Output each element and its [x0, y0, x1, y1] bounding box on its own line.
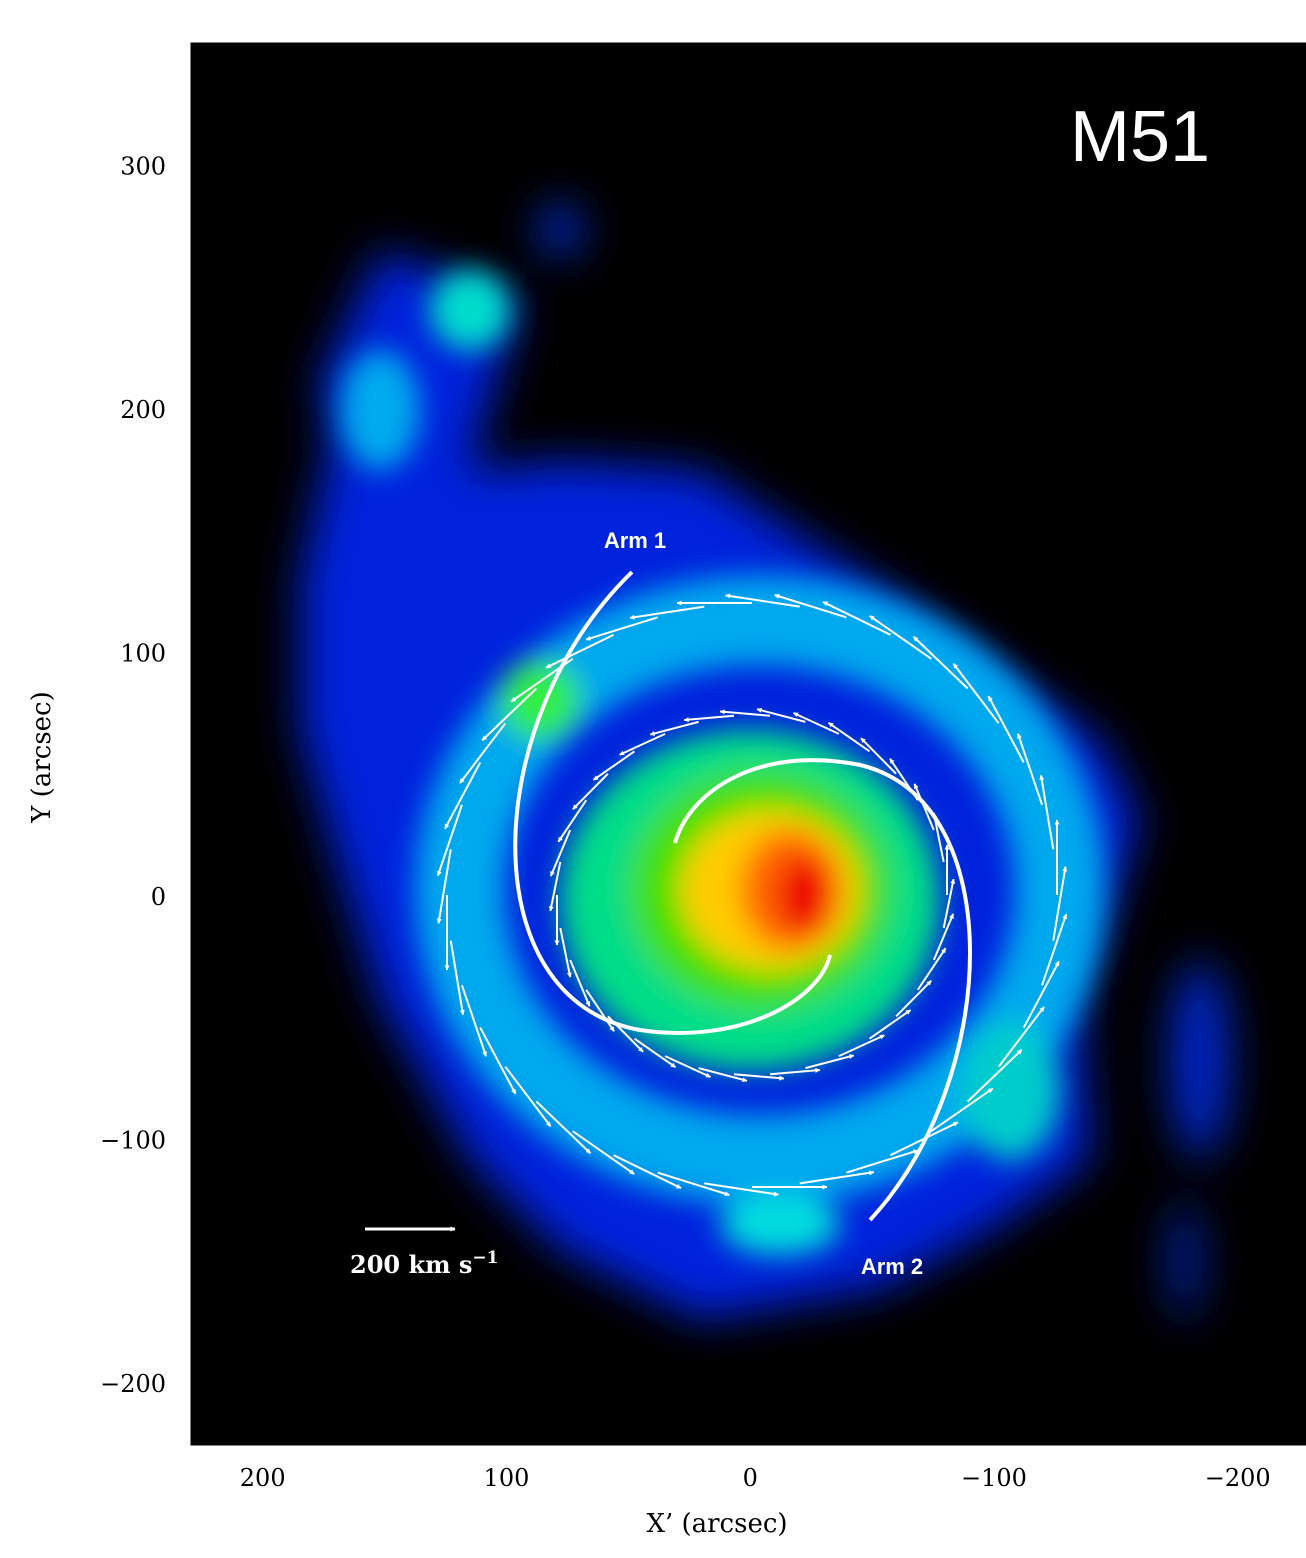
scale-label-sup: −1 — [472, 1248, 498, 1268]
y-tick-label: −200 — [100, 1370, 166, 1398]
x-tick-label: −200 — [1205, 1464, 1271, 1492]
arm-label: Arm 2 — [861, 1254, 923, 1279]
y-tick-label: 300 — [120, 153, 166, 181]
arm-label: Arm 1 — [604, 528, 666, 553]
scale-label-text: 200 km s — [350, 1250, 472, 1279]
x-tick-label: 0 — [743, 1464, 758, 1492]
x-axis-label: X’ (arcsec) — [646, 1509, 787, 1539]
y-tick-label: 100 — [120, 640, 166, 668]
x-tick-label: 100 — [484, 1464, 530, 1492]
y-tick-label: 200 — [120, 396, 166, 424]
panel-title: M51 — [1070, 97, 1210, 177]
figure: M51 Arm 1 Arm 2 200 km s−1 X’ (arcsec) Y… — [0, 0, 1306, 1558]
y-tick-label: 0 — [151, 883, 166, 911]
x-tick-label: 200 — [240, 1464, 286, 1492]
y-tick-label: −100 — [100, 1127, 166, 1155]
page: M51 Arm 1 Arm 2 200 km s−1 X’ (arcsec) Y… — [0, 0, 1306, 1558]
x-tick-label: −100 — [961, 1464, 1027, 1492]
y-axis-label: Y (arcsec) — [27, 691, 57, 824]
